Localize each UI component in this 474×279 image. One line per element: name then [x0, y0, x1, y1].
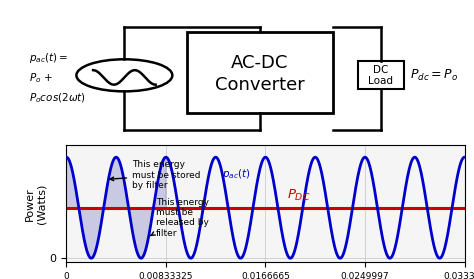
Text: Converter: Converter — [215, 76, 305, 94]
Bar — [358, 61, 404, 89]
Text: $P_{dc} = P_o$: $P_{dc} = P_o$ — [410, 68, 458, 83]
Text: This energy
must be
released by
filter: This energy must be released by filter — [151, 198, 209, 238]
Bar — [187, 32, 333, 113]
Text: $p_{ac}(t) =$
$P_o$ +
$P_o cos(2\omega t)$: $p_{ac}(t) =$ $P_o$ + $P_o cos(2\omega t… — [29, 52, 86, 105]
Text: $P_{DC}$: $P_{DC}$ — [287, 187, 311, 203]
Text: $p_{ac}(t)$: $p_{ac}(t)$ — [222, 167, 250, 181]
Text: This energy
must be stored
by filter: This energy must be stored by filter — [110, 160, 201, 190]
Text: DC
Load: DC Load — [368, 64, 393, 86]
Y-axis label: Power
(Watts): Power (Watts) — [25, 184, 47, 224]
Text: AC-DC: AC-DC — [231, 54, 289, 72]
